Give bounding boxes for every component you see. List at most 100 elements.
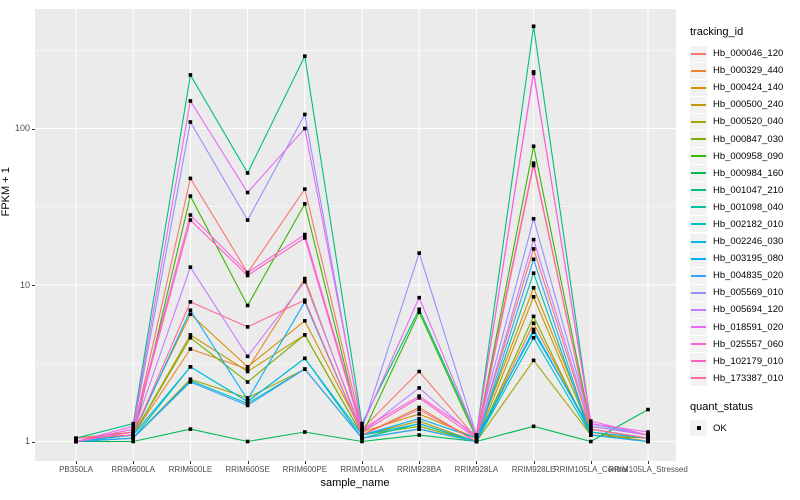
data-point — [531, 330, 536, 334]
data-point — [245, 273, 250, 278]
x-tick-mark — [190, 461, 192, 464]
data-point — [188, 365, 193, 369]
data-point — [646, 407, 650, 412]
legend-label: Hb_005569_010 — [713, 287, 784, 299]
legend-entry-Hb_000958_090: Hb_000958_090 — [690, 148, 800, 165]
x-tick-mark — [304, 461, 306, 464]
x-tick-mark — [419, 461, 421, 464]
legend-line-swatch — [691, 155, 706, 158]
data-point — [245, 403, 250, 408]
y-tick-mark — [32, 285, 35, 286]
legend-entry-Hb_018591_020: Hb_018591_020 — [690, 319, 800, 336]
data-point — [531, 237, 536, 242]
x-tick-label-RRIM600LE: RRIM600LE — [168, 465, 213, 474]
data-point — [531, 327, 536, 332]
legend-line-swatch — [691, 377, 706, 380]
data-point — [303, 356, 307, 361]
x-tick-mark — [247, 461, 249, 464]
data-point — [74, 439, 78, 444]
data-point — [74, 436, 78, 440]
legend-label: Hb_102179_010 — [713, 355, 784, 367]
data-point — [188, 333, 193, 337]
legend-line-swatch — [691, 343, 706, 346]
legend-entry-Hb_000847_030: Hb_000847_030 — [690, 130, 800, 148]
data-point — [417, 419, 421, 423]
x-tick-label-RRIM928LA: RRIM928LA — [454, 465, 499, 474]
data-point — [589, 427, 593, 431]
legend-label: Hb_003195_080 — [713, 253, 784, 265]
legend-key — [690, 182, 707, 199]
data-point — [131, 421, 135, 426]
legend-title-quant-status: quant_status — [690, 400, 753, 413]
data-point — [531, 295, 536, 299]
data-point — [417, 369, 421, 374]
legend-entry-Hb_025557_060: Hb_025557_060 — [690, 336, 800, 353]
legend-key — [690, 420, 707, 437]
legend-entry-Hb_000520_040: Hb_000520_040 — [690, 113, 800, 130]
data-point — [360, 424, 364, 429]
data-point — [417, 251, 421, 255]
legend-label: Hb_002182_010 — [713, 218, 784, 230]
legend-label: Hb_001047_210 — [713, 184, 784, 196]
legend-key — [690, 45, 707, 62]
legend-key — [690, 267, 707, 284]
data-point — [303, 112, 307, 117]
data-point — [188, 312, 193, 317]
legend-quant-status: quant_status OK — [690, 401, 800, 437]
legend-key — [690, 62, 707, 79]
legend-key — [690, 96, 707, 113]
y-tick-label: 100 — [14, 123, 30, 133]
data-point — [245, 397, 250, 402]
legend-line-swatch — [691, 206, 706, 209]
data-point — [245, 380, 250, 384]
data-point — [188, 213, 193, 217]
legend-entry-Hb_000984_160: Hb_000984_160 — [690, 165, 800, 182]
data-point — [531, 321, 536, 326]
data-point — [188, 300, 193, 304]
legend-line-swatch — [691, 274, 706, 277]
data-point — [245, 401, 250, 406]
data-point — [417, 427, 421, 431]
data-point — [303, 276, 307, 281]
data-point — [245, 270, 250, 275]
legend-label: Hb_000984_160 — [713, 167, 784, 179]
legend-entry-Hb_001047_210: Hb_001047_210 — [690, 182, 800, 199]
x-axis-title: sample_name — [320, 477, 390, 489]
data-point — [188, 265, 193, 269]
data-point — [417, 307, 421, 312]
x-tick-mark — [533, 461, 535, 464]
data-point — [531, 257, 536, 262]
legend-label: Hb_000329_440 — [713, 65, 784, 77]
data-point — [245, 218, 250, 222]
data-point — [188, 335, 193, 340]
data-point — [417, 405, 421, 410]
legend-label: Hb_018591_020 — [713, 321, 784, 333]
data-point — [303, 202, 307, 206]
y-tick-label: 1 — [24, 436, 30, 446]
data-point — [303, 279, 307, 284]
data-point — [360, 433, 364, 437]
legend-key — [690, 79, 707, 96]
data-point — [303, 126, 307, 131]
data-point — [360, 436, 364, 440]
data-point — [360, 427, 364, 431]
data-point — [417, 424, 421, 429]
legend-label: Hb_025557_060 — [713, 338, 784, 350]
data-point — [188, 427, 193, 431]
legend-label: Hb_000424_140 — [713, 82, 784, 94]
legend-key — [690, 370, 707, 387]
x-tick-label-RRIM600PE: RRIM600PE — [282, 465, 328, 474]
data-point — [303, 319, 307, 323]
y-tick-mark — [32, 128, 35, 130]
data-point — [245, 190, 250, 195]
legend-line-swatch — [691, 103, 706, 106]
legend-label: Hb_173387_010 — [713, 372, 784, 384]
data-point — [531, 71, 536, 76]
data-point — [245, 354, 250, 359]
data-point — [417, 295, 421, 300]
legend-label: Hb_000847_030 — [713, 133, 784, 145]
data-point — [131, 430, 135, 434]
x-tick-mark — [133, 461, 135, 464]
legend-label: Hb_005694_120 — [713, 304, 784, 316]
data-point — [589, 439, 593, 444]
